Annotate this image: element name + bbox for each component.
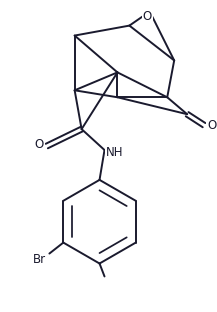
Text: Br: Br [33, 253, 46, 266]
Text: O: O [143, 10, 152, 23]
Text: O: O [207, 119, 217, 132]
Text: NH: NH [106, 145, 123, 158]
Text: O: O [34, 138, 43, 151]
